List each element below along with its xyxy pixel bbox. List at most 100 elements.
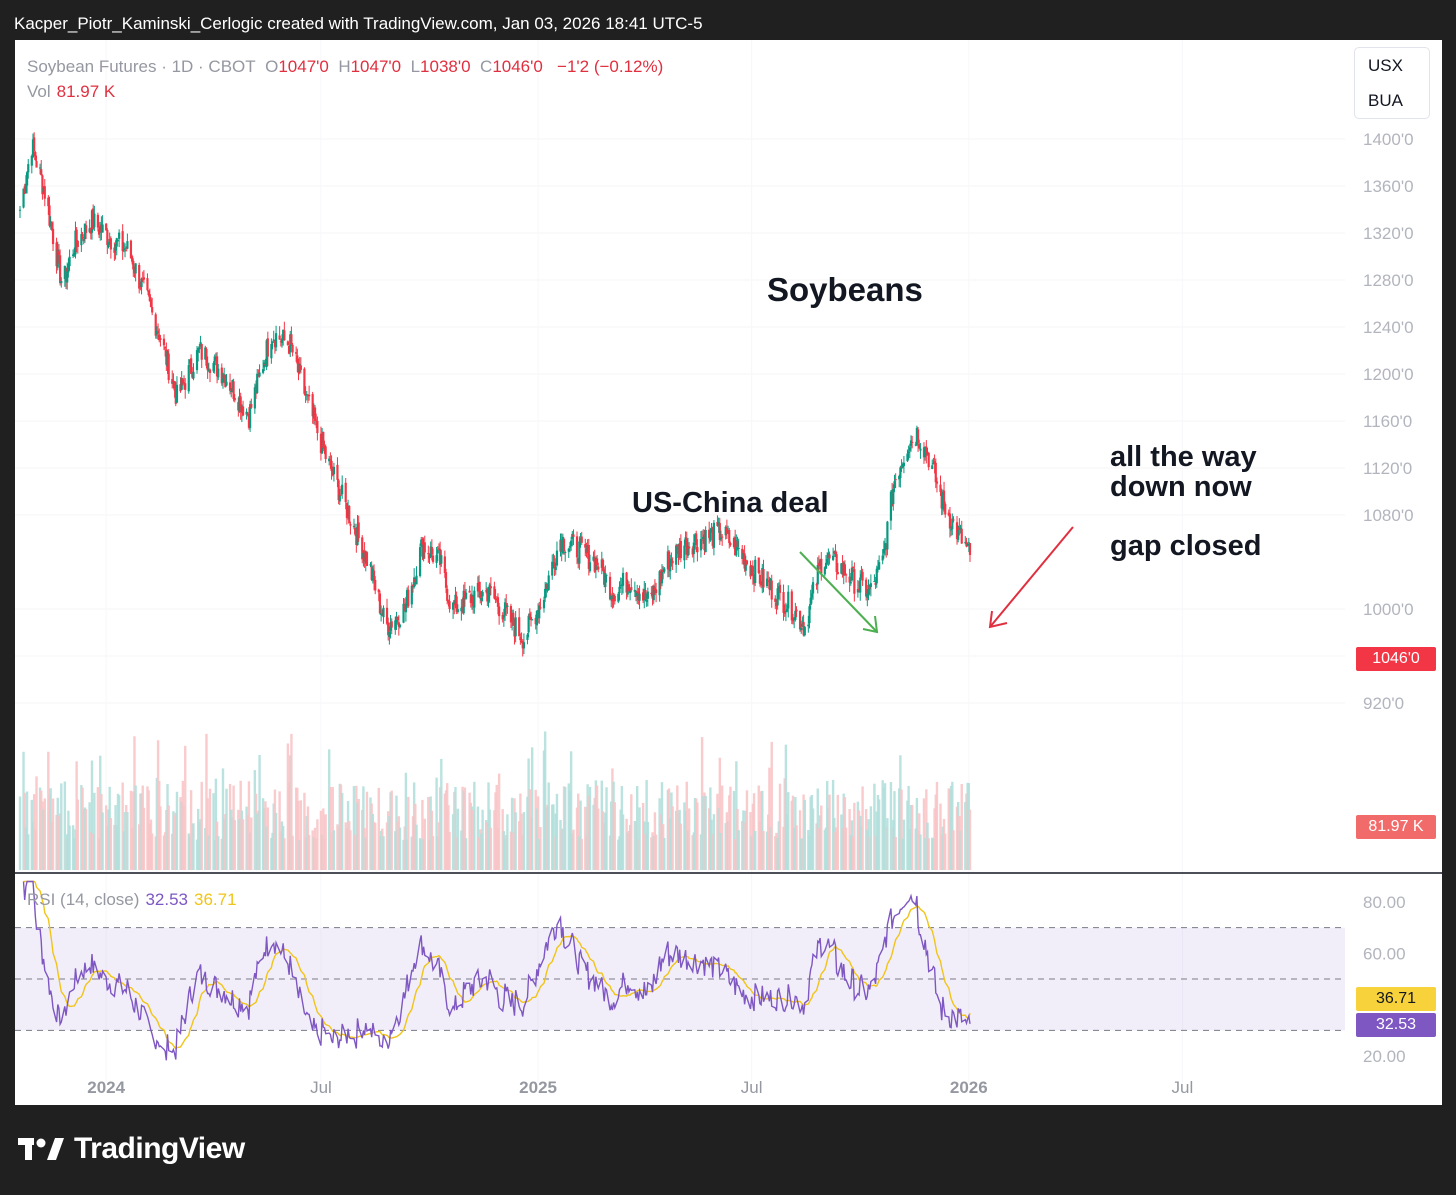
candle bbox=[670, 559, 673, 561]
candle bbox=[601, 559, 605, 571]
candle bbox=[481, 591, 484, 597]
candle bbox=[710, 528, 713, 533]
candle bbox=[865, 579, 868, 597]
candle bbox=[142, 277, 146, 280]
volume-bar bbox=[352, 786, 356, 870]
candle bbox=[559, 539, 562, 552]
candle bbox=[181, 379, 184, 383]
currency-bua[interactable]: BUA bbox=[1368, 91, 1403, 110]
candle bbox=[950, 529, 953, 531]
candle bbox=[735, 540, 738, 556]
candle bbox=[960, 528, 963, 544]
candle bbox=[823, 567, 826, 575]
candle bbox=[337, 480, 340, 501]
candle bbox=[336, 464, 339, 480]
candle bbox=[785, 608, 789, 612]
volume-bar bbox=[233, 820, 236, 870]
candle bbox=[394, 620, 397, 630]
candle bbox=[460, 607, 463, 612]
volume-bar bbox=[576, 793, 580, 870]
candle bbox=[372, 570, 376, 581]
candle bbox=[371, 568, 374, 581]
volume-bar bbox=[332, 830, 336, 870]
volume-bar bbox=[340, 792, 344, 870]
candle bbox=[777, 586, 780, 591]
candle bbox=[579, 538, 582, 542]
candle bbox=[496, 597, 500, 607]
candle bbox=[237, 402, 240, 411]
candle bbox=[468, 590, 471, 593]
candle bbox=[35, 161, 38, 168]
volume-bar bbox=[206, 798, 209, 870]
candle bbox=[732, 538, 736, 547]
candle bbox=[909, 440, 913, 447]
price-tick-label: 920'0 bbox=[1363, 694, 1404, 713]
candle bbox=[658, 571, 661, 596]
candle bbox=[965, 541, 968, 547]
time-tick-label: Jul bbox=[310, 1078, 332, 1097]
candle bbox=[659, 572, 662, 583]
candle bbox=[842, 562, 845, 576]
candle bbox=[776, 588, 779, 606]
volume-bar bbox=[427, 796, 430, 870]
candle bbox=[80, 234, 83, 246]
volume-bar bbox=[159, 806, 162, 870]
candle bbox=[621, 572, 625, 586]
candle bbox=[529, 616, 533, 620]
candle bbox=[545, 583, 548, 591]
candle bbox=[221, 378, 225, 383]
candle bbox=[918, 444, 921, 449]
candle bbox=[824, 562, 828, 569]
candle bbox=[852, 566, 855, 568]
candle bbox=[30, 155, 33, 166]
candle bbox=[205, 349, 208, 366]
candle bbox=[741, 548, 744, 559]
candle bbox=[613, 595, 616, 602]
price-tick-label: 1000'0 bbox=[1363, 600, 1414, 619]
candle bbox=[132, 260, 135, 270]
candle bbox=[322, 431, 325, 448]
candle bbox=[683, 545, 686, 561]
candle bbox=[486, 588, 489, 602]
candle bbox=[519, 637, 522, 641]
currency-selector[interactable]: USX BUA bbox=[1354, 47, 1430, 119]
volume-bar bbox=[421, 799, 424, 870]
volume-bar bbox=[278, 791, 281, 870]
candle bbox=[134, 263, 137, 274]
candle bbox=[315, 419, 318, 421]
candle bbox=[951, 518, 954, 530]
candle bbox=[861, 571, 864, 581]
candle bbox=[719, 537, 723, 540]
candle bbox=[428, 555, 431, 559]
candle bbox=[403, 605, 406, 611]
currency-usx[interactable]: USX bbox=[1368, 56, 1403, 75]
volume-bar bbox=[547, 782, 550, 870]
candle bbox=[329, 459, 332, 461]
price-chart-svg[interactable]: 80.00 60.00 20.00 1400'0 1360'0 1320'0 1280'0… bbox=[15, 40, 1442, 1105]
candle bbox=[555, 550, 559, 566]
volume-bar bbox=[893, 791, 896, 870]
volume-bar bbox=[489, 827, 493, 870]
candle bbox=[554, 567, 557, 571]
candle bbox=[894, 479, 897, 481]
candle bbox=[952, 519, 955, 521]
candle bbox=[60, 281, 63, 284]
candle bbox=[916, 429, 920, 444]
candle bbox=[611, 596, 614, 602]
candle bbox=[859, 577, 862, 593]
candle bbox=[31, 139, 35, 158]
candle bbox=[546, 583, 549, 589]
volume-bar bbox=[910, 804, 914, 870]
candle bbox=[42, 187, 45, 193]
candle bbox=[505, 603, 508, 609]
volume-bar bbox=[873, 783, 876, 870]
volume-bar bbox=[324, 814, 327, 870]
rsi-tick-label: 80.00 bbox=[1363, 893, 1406, 912]
volume-bar bbox=[241, 819, 245, 870]
candle bbox=[453, 600, 456, 606]
candle bbox=[757, 557, 760, 573]
candle bbox=[922, 447, 926, 458]
candle bbox=[836, 571, 839, 575]
chart-panel[interactable]: 80.00 60.00 20.00 1400'0 1360'0 1320'0 1280'0… bbox=[15, 40, 1442, 1105]
candle bbox=[439, 549, 442, 566]
